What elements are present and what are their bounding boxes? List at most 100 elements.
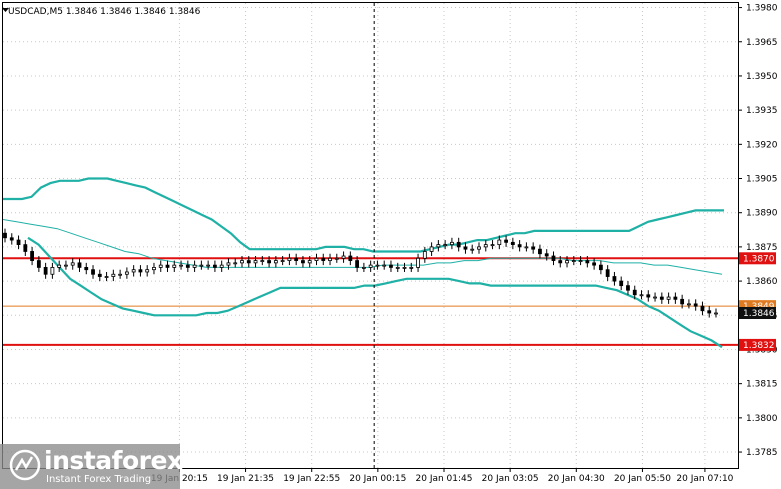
x-tick-label: 20 Jan 01:45: [416, 474, 473, 484]
candle: [23, 240, 28, 257]
candle: [666, 292, 671, 304]
candle-body: [524, 246, 529, 249]
candle-body: [443, 244, 448, 247]
candle-body: [118, 273, 123, 276]
candle-body: [673, 296, 678, 300]
candle: [700, 301, 705, 316]
candle-body: [571, 260, 576, 262]
candle-body: [111, 273, 116, 277]
candle-body: [307, 260, 312, 264]
candle: [422, 246, 427, 263]
candle-body: [165, 264, 170, 268]
candle: [199, 260, 204, 270]
candle: [504, 235, 508, 247]
candle: [585, 256, 590, 268]
candle-body: [124, 271, 129, 275]
candle-body: [91, 269, 95, 275]
candle-body: [3, 232, 7, 239]
candle-body: [490, 244, 495, 247]
candle: [490, 240, 495, 250]
candle-body: [273, 260, 278, 264]
y-tick-label: 1.3800: [746, 414, 778, 424]
candle-body: [287, 257, 292, 261]
candle-body: [612, 276, 617, 282]
candle-body: [321, 257, 326, 261]
candle: [246, 256, 251, 268]
candle-body: [23, 244, 28, 252]
candle: [348, 251, 353, 266]
candle-body: [328, 257, 332, 261]
candle: [450, 237, 454, 250]
candle: [213, 260, 217, 272]
candle-body: [598, 264, 603, 271]
candle-body: [36, 260, 41, 268]
candle-body: [436, 244, 441, 248]
plot-frame: [2, 2, 739, 469]
candle-body: [246, 260, 251, 264]
candle: [653, 292, 657, 302]
x-tick-label: 20 Jan 05:50: [614, 474, 671, 484]
candle-body: [233, 262, 238, 265]
candle: [104, 271, 109, 282]
candle: [531, 242, 536, 254]
candle-body: [355, 260, 360, 268]
candle-body: [707, 310, 712, 314]
y-tick-label: 1.3980: [746, 4, 778, 14]
level-tag-support-bg: [739, 338, 776, 351]
candle: [70, 258, 75, 270]
candle: [470, 244, 475, 254]
candle-body: [158, 264, 163, 268]
candle: [240, 256, 244, 268]
candle: [571, 256, 576, 266]
candle: [565, 256, 569, 268]
candle-body: [402, 267, 407, 269]
candle-body: [9, 237, 14, 241]
candle: [64, 260, 68, 270]
y-tick-label: 1.3965: [746, 38, 778, 48]
candle: [517, 240, 522, 252]
candle: [260, 256, 265, 266]
candle: [307, 256, 312, 268]
candle-body: [382, 264, 387, 267]
candle: [497, 235, 502, 250]
candle-body: [314, 257, 319, 261]
candle-body: [504, 239, 508, 243]
upper-band-line: [3, 177, 724, 253]
candle: [226, 258, 231, 270]
candle-body: [145, 269, 150, 273]
candle: [287, 253, 292, 266]
candle-body: [97, 273, 102, 277]
candle: [680, 294, 685, 309]
candle-body: [280, 260, 285, 262]
candle-body: [267, 260, 271, 264]
candle: [267, 256, 271, 268]
candle: [16, 235, 21, 250]
candle-body: [409, 267, 414, 269]
candle-body: [50, 267, 55, 275]
candle: [179, 260, 183, 270]
candle: [152, 262, 156, 275]
candle: [592, 258, 597, 270]
candle: [395, 262, 400, 272]
candle-body: [172, 264, 177, 268]
candle-body: [517, 244, 522, 248]
candle: [334, 253, 339, 263]
candle: [145, 265, 150, 277]
candle: [341, 251, 346, 263]
y-tick-label: 1.3905: [746, 175, 778, 185]
candle-body: [389, 264, 393, 268]
symbol-dropdown-icon[interactable]: [2, 8, 9, 12]
candle-body: [30, 251, 34, 261]
candle-body: [179, 264, 183, 267]
candle: [3, 228, 7, 243]
candle-body: [659, 296, 664, 300]
candle: [714, 308, 718, 318]
watermark-tagline: Instant Forex Trading: [46, 474, 152, 485]
candle-body: [260, 260, 265, 262]
candle: [646, 290, 651, 302]
candle: [456, 237, 461, 252]
candle-body: [592, 262, 597, 266]
candle: [233, 258, 238, 268]
candle: [361, 262, 366, 272]
candle: [36, 256, 41, 272]
